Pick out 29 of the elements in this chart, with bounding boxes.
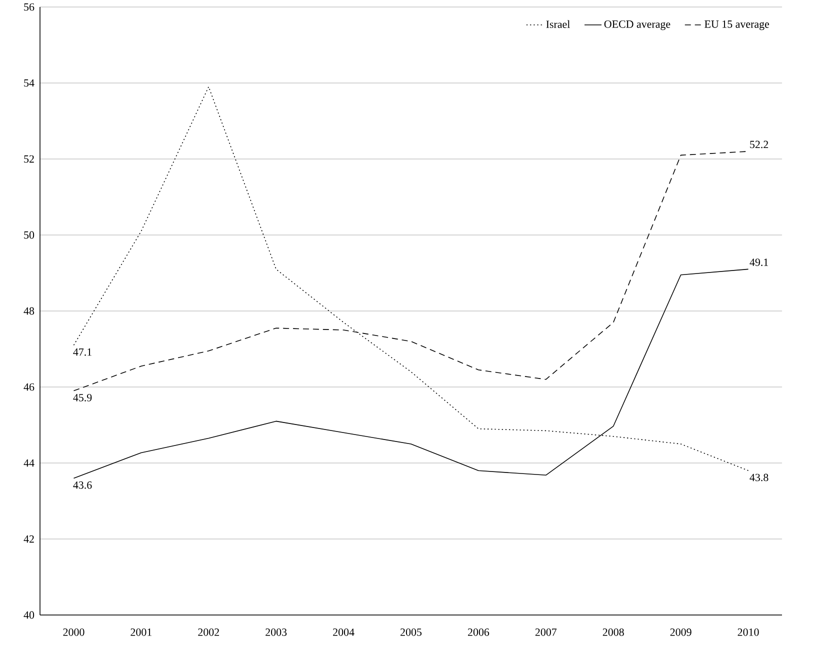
y-tick-label: 42 xyxy=(24,535,34,543)
y-tick-label: 52 xyxy=(24,155,34,163)
legend-label: Israel xyxy=(546,20,570,28)
y-tick-label: 54 xyxy=(24,79,34,87)
y-tick-label: 46 xyxy=(24,383,34,391)
y-tick-label: 44 xyxy=(24,459,34,467)
y-tick-label: 50 xyxy=(24,231,34,239)
x-tick-label: 2008 xyxy=(602,628,624,636)
legend-label: EU 15 average xyxy=(704,20,770,30)
legend-label: OECD average xyxy=(604,20,670,30)
x-tick-label: 2001 xyxy=(130,628,152,636)
data-label: 45.9 xyxy=(73,394,92,402)
x-tick-label: 2002 xyxy=(198,628,219,636)
y-tick-label: 48 xyxy=(24,307,34,315)
y-tick-label: 40 xyxy=(24,611,34,619)
data-label: 49.1 xyxy=(750,258,768,266)
x-tick-label: 2000 xyxy=(63,628,84,636)
y-tick-label: 56 xyxy=(24,3,34,11)
x-tick-label: 2006 xyxy=(468,628,490,636)
x-tick-label: 2004 xyxy=(333,628,354,636)
x-tick-label: 2003 xyxy=(266,628,287,636)
data-label: 43.8 xyxy=(750,474,768,482)
x-tick-label: 2009 xyxy=(670,628,692,636)
data-label: 47.1 xyxy=(73,348,92,356)
data-label: 43.6 xyxy=(73,481,92,489)
x-tick-label: 2010 xyxy=(738,628,759,636)
data-label: 52.2 xyxy=(750,140,768,148)
x-tick-label: 2005 xyxy=(400,628,422,636)
x-tick-label: 2007 xyxy=(535,628,557,636)
